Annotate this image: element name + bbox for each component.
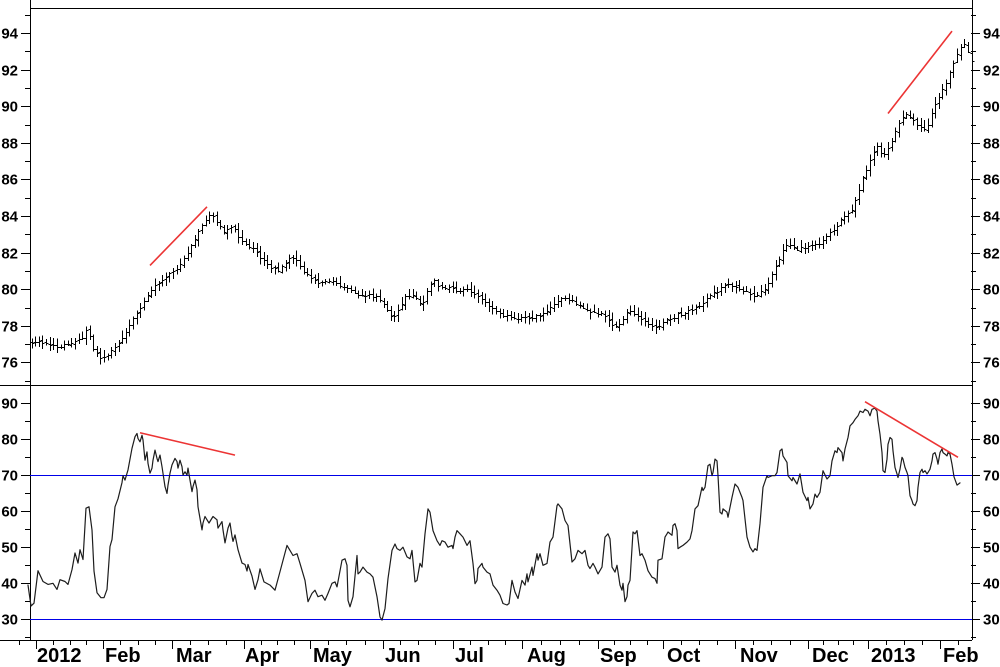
- y-axis-label-left: 88: [1, 136, 18, 153]
- x-axis-label: 2013: [871, 645, 916, 667]
- oscillator-trendline: [864, 401, 959, 458]
- y-axis-label-right: 78: [983, 319, 1000, 336]
- y-axis-label-right: 60: [983, 504, 1000, 521]
- x-axis-label: Jun: [385, 645, 421, 667]
- y-axis-label-right: 82: [983, 246, 1000, 263]
- y-axis-label-right: 76: [983, 355, 1000, 372]
- y-axis-label-left: 76: [1, 355, 18, 372]
- y-axis-label-right: 88: [983, 136, 1000, 153]
- x-axis-label: Feb: [105, 645, 141, 667]
- axes: [0, 0, 973, 641]
- x-axis-labels: 2012 Feb Mar Apr May Jun Jul Aug Sep Oct Nov Dec 201…: [37, 645, 979, 667]
- y-axis-label-left: 84: [1, 209, 18, 226]
- y-axis-label-left: 50: [1, 540, 18, 557]
- x-axis-label: Aug: [527, 645, 566, 667]
- y-tick-labels: 94 94 92 92 90 90 88 88 86 86 84 84 82 82 80 80 78 78 76 76…: [1, 26, 1000, 629]
- y-axis-label-left: 30: [1, 612, 18, 629]
- x-axis-label: Oct: [667, 645, 701, 667]
- y-axis-label-right: 40: [983, 576, 1000, 593]
- y-axis-label-left: 78: [1, 319, 18, 336]
- x-axis-label: Dec: [812, 645, 849, 667]
- y-axis-label-left: 70: [1, 468, 18, 485]
- y-axis-label-right: 84: [983, 209, 1000, 226]
- x-axis-label: Apr: [245, 645, 280, 667]
- y-axis-label-left: 94: [1, 26, 18, 43]
- y-axis-label-right: 50: [983, 540, 1000, 557]
- x-axis-label: Jul: [455, 645, 484, 667]
- x-axis-label: May: [313, 645, 353, 667]
- trendlines: [139, 30, 959, 458]
- y-axis-label-left: 80: [1, 432, 18, 449]
- x-axis-label: Nov: [740, 645, 779, 667]
- y-axis-label-left: 90: [1, 99, 18, 116]
- y-axis-label-right: 90: [983, 99, 1000, 116]
- x-axis-label: Feb: [943, 645, 979, 667]
- x-axis-label: Sep: [600, 645, 637, 667]
- y-axis-label-right: 92: [983, 63, 1000, 80]
- price-bars: [30, 39, 975, 365]
- y-axis-label-right: 90: [983, 396, 1000, 413]
- y-axis-label-right: 94: [983, 26, 1000, 43]
- y-ticks: [19, 15, 980, 649]
- oscillator-line: [27, 407, 961, 621]
- y-axis-label-right: 86: [983, 172, 1000, 189]
- x-axis-label: Mar: [176, 645, 212, 667]
- y-axis-label-right: 70: [983, 468, 1000, 485]
- y-axis-label-left: 86: [1, 172, 18, 189]
- y-axis-label-left: 92: [1, 63, 18, 80]
- x-axis-label: 2012: [37, 645, 82, 667]
- y-axis-label-right: 30: [983, 612, 1000, 629]
- y-axis-label-left: 80: [1, 282, 18, 299]
- y-axis-label-left: 60: [1, 504, 18, 521]
- price-trendline: [149, 206, 208, 266]
- y-axis-label-left: 40: [1, 576, 18, 593]
- y-axis-label-right: 80: [983, 282, 1000, 299]
- oscillator-trendline: [139, 431, 236, 456]
- price-trendline: [887, 30, 953, 115]
- y-axis-label-left: 82: [1, 246, 18, 263]
- y-axis-label-right: 80: [983, 432, 1000, 449]
- y-axis-label-left: 90: [1, 396, 18, 413]
